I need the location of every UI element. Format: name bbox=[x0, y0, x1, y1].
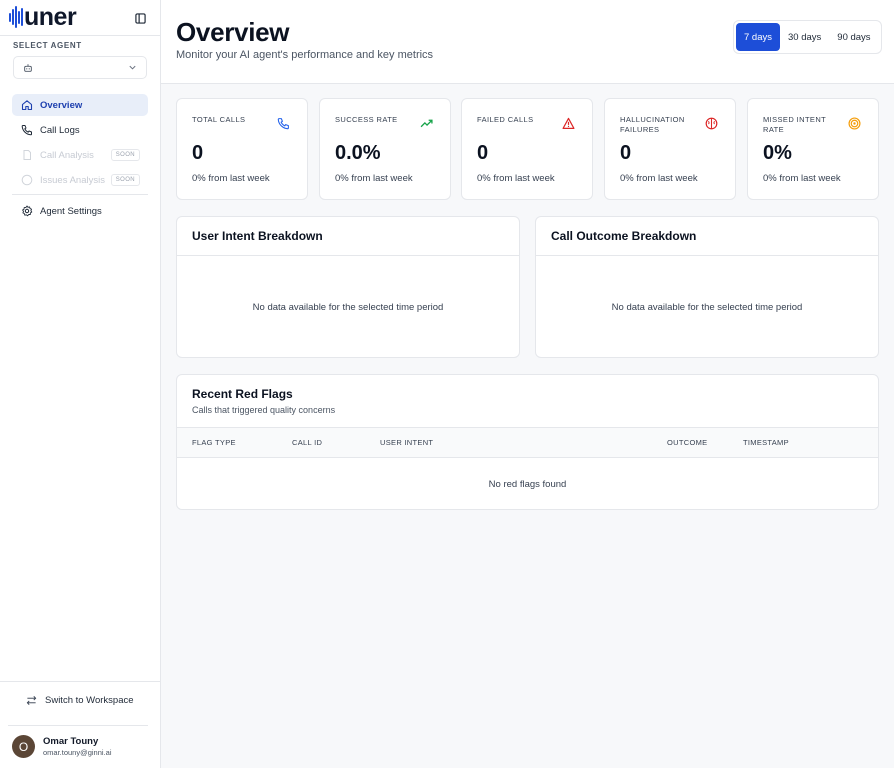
card-title: Call Outcome Breakdown bbox=[551, 229, 697, 243]
gear-icon bbox=[22, 205, 33, 217]
stat-value: 0.0% bbox=[335, 142, 381, 164]
empty-state-text: No data available for the selected time … bbox=[252, 302, 444, 313]
card-subtitle: Calls that triggered quality concerns bbox=[192, 405, 336, 415]
stat-change: 0% from last week bbox=[763, 173, 841, 184]
user-email: omar.touny@ginni.ai bbox=[43, 748, 112, 757]
sidebar-item-label: Call Logs bbox=[40, 124, 80, 136]
select-agent-label: SELECT AGENT bbox=[13, 41, 82, 50]
sidebar-bottom-divider bbox=[0, 681, 160, 682]
alert-circle-icon bbox=[21, 174, 33, 186]
bot-icon bbox=[24, 63, 32, 72]
call-outcome-breakdown-card: Call Outcome Breakdown No data available… bbox=[535, 216, 879, 358]
sidebar: uner SELECT AGENT Overview Call Logs Cal… bbox=[0, 0, 161, 768]
card-title: User Intent Breakdown bbox=[192, 229, 323, 243]
stat-change: 0% from last week bbox=[335, 173, 413, 184]
logo-text: uner bbox=[24, 3, 77, 31]
stat-change: 0% from last week bbox=[620, 173, 698, 184]
column-header-call-id[interactable]: CALL ID bbox=[292, 438, 323, 447]
target-icon bbox=[848, 117, 861, 130]
stat-card-hallucination-failures: HALLUCINATION FAILURES 0 0% from last we… bbox=[604, 98, 736, 200]
table-header: FLAG TYPE CALL ID USER INTENT OUTCOME TI… bbox=[177, 427, 878, 458]
page-title: Overview bbox=[176, 17, 290, 47]
brain-icon bbox=[705, 117, 718, 130]
sidebar-item-call-logs[interactable]: Call Logs bbox=[12, 119, 148, 141]
soon-badge: SOON bbox=[110, 149, 140, 161]
logo-waveform-icon bbox=[9, 6, 23, 28]
logo-row: uner bbox=[0, 0, 160, 36]
home-icon bbox=[21, 100, 33, 111]
soon-badge: SOON bbox=[110, 174, 140, 186]
stat-value: 0 bbox=[192, 142, 204, 164]
stat-card-failed-calls: FAILED CALLS 0 0% from last week bbox=[461, 98, 593, 200]
stat-value: 0 bbox=[620, 142, 632, 164]
column-header-flag-type[interactable]: FLAG TYPE bbox=[192, 438, 236, 447]
sidebar-item-label: Overview bbox=[40, 99, 83, 111]
collapse-sidebar-button[interactable] bbox=[133, 11, 147, 25]
stat-change: 0% from last week bbox=[192, 173, 270, 184]
stat-card-total-calls: TOTAL CALLS 0 0% from last week bbox=[176, 98, 308, 200]
sidebar-item-label: Issues Analysis bbox=[40, 174, 105, 186]
sidebar-nav: Overview Call Logs Call Analysis SOON Is… bbox=[12, 94, 148, 225]
sidebar-item-agent-settings[interactable]: Agent Settings bbox=[12, 200, 148, 222]
card-title: Recent Red Flags bbox=[192, 387, 293, 401]
recent-red-flags-card: Recent Red Flags Calls that triggered qu… bbox=[176, 374, 879, 510]
empty-state-text: No red flags found bbox=[488, 479, 567, 490]
logo[interactable]: uner bbox=[9, 3, 77, 31]
stat-label: FAILED CALLS bbox=[477, 115, 534, 124]
stat-label: TOTAL CALLS bbox=[192, 115, 246, 124]
document-icon bbox=[23, 150, 31, 160]
nav-divider bbox=[12, 194, 148, 195]
phone-icon bbox=[277, 118, 289, 130]
column-header-timestamp[interactable]: TIMESTAMP bbox=[743, 438, 789, 447]
trending-up-icon bbox=[420, 119, 433, 128]
column-header-outcome[interactable]: OUTCOME bbox=[667, 438, 708, 447]
stat-change: 0% from last week bbox=[477, 173, 555, 184]
range-30-days-button[interactable]: 30 days bbox=[788, 31, 822, 43]
switch-workspace-button[interactable]: Switch to Workspace bbox=[26, 695, 134, 706]
card-divider bbox=[177, 255, 519, 256]
stat-card-missed-intent-rate: MISSED INTENT RATE 0% 0% from last week bbox=[747, 98, 879, 200]
empty-state-text: No data available for the selected time … bbox=[611, 302, 803, 313]
range-90-days-button[interactable]: 90 days bbox=[837, 31, 871, 43]
phone-icon bbox=[21, 125, 32, 136]
stat-value: 0% bbox=[763, 142, 792, 164]
sidebar-item-label: Call Analysis bbox=[40, 149, 94, 161]
range-7-days-button[interactable]: 7 days bbox=[736, 23, 780, 51]
sidebar-toggle-icon bbox=[134, 12, 146, 24]
sidebar-item-label: Agent Settings bbox=[40, 205, 102, 217]
stat-label: HALLUCINATION FAILURES bbox=[620, 115, 685, 134]
swap-arrows-icon bbox=[26, 696, 37, 705]
switch-workspace-label: Switch to Workspace bbox=[45, 695, 134, 706]
agent-select[interactable] bbox=[13, 56, 147, 79]
sidebar-item-overview[interactable]: Overview bbox=[12, 94, 148, 116]
stat-card-success-rate: SUCCESS RATE 0.0% 0% from last week bbox=[319, 98, 451, 200]
user-divider bbox=[8, 725, 148, 726]
chevron-down-icon bbox=[129, 65, 136, 70]
sidebar-item-issues-analysis: Issues Analysis SOON bbox=[12, 169, 148, 191]
avatar[interactable]: O bbox=[12, 735, 35, 758]
stat-value: 0 bbox=[477, 142, 489, 164]
sidebar-item-call-analysis: Call Analysis SOON bbox=[12, 144, 148, 166]
stat-label: SUCCESS RATE bbox=[335, 115, 398, 124]
card-divider bbox=[536, 255, 878, 256]
stat-label: MISSED INTENT RATE bbox=[763, 115, 826, 134]
user-name: Omar Touny bbox=[43, 736, 99, 747]
page-subtitle: Monitor your AI agent's performance and … bbox=[176, 49, 434, 61]
page-header: Overview Monitor your AI agent's perform… bbox=[161, 0, 894, 84]
column-header-user-intent[interactable]: USER INTENT bbox=[380, 438, 434, 447]
warning-triangle-icon bbox=[562, 117, 575, 129]
user-intent-breakdown-card: User Intent Breakdown No data available … bbox=[176, 216, 520, 358]
time-range-selector: 7 days 30 days 90 days bbox=[733, 20, 882, 54]
